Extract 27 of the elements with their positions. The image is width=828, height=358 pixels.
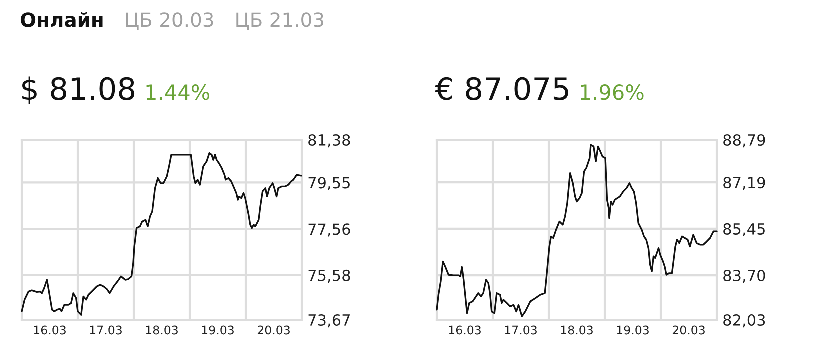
text: ЦБ 20.03 [126, 12, 214, 30]
text: Онлайн [20, 12, 103, 28]
x-tick-label: 17.03 [505, 326, 537, 335]
x-tick-label: 19.03 [202, 326, 234, 335]
y-tick-label: 73,67 [308, 314, 350, 328]
chart-title: € 87.075 [435, 77, 568, 100]
y-tick-label: 88,79 [724, 134, 766, 148]
x-tick-label: 18.03 [561, 326, 593, 335]
y-tick-label: 75,58 [308, 270, 350, 283]
chart-subtitle: 1.44% [146, 84, 210, 100]
x-tick-label: 20.03 [672, 326, 705, 335]
chart-subtitle: 1.96% [581, 84, 644, 100]
x-tick-label: 18.03 [146, 326, 178, 335]
x-tick-label: 16.03 [449, 326, 481, 335]
y-tick-label: 79,55 [308, 177, 350, 190]
x-tick-label: 16.03 [34, 326, 66, 335]
y-tick-label: 83,70 [724, 270, 766, 284]
x-tick-label: 17.03 [90, 326, 122, 335]
chart-title: $ 81.08 [22, 76, 135, 104]
text: ЦБ 21.03 [236, 12, 324, 30]
y-tick-label: 81,38 [308, 134, 350, 148]
x-tick-label: 20.03 [258, 326, 290, 335]
x-tick-label: 19.03 [617, 326, 649, 335]
y-tick-label: 82,03 [724, 314, 766, 328]
y-tick-label: 85,45 [724, 223, 765, 237]
y-tick-label: 87,19 [724, 177, 766, 190]
y-tick-label: 77,56 [308, 224, 350, 237]
